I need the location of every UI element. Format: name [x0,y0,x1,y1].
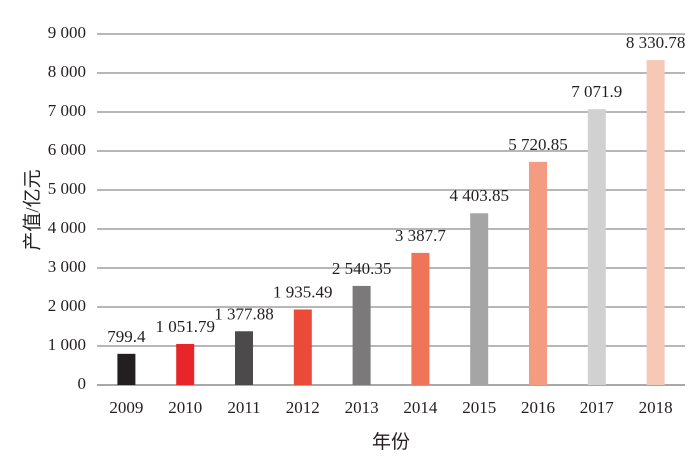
y-axis-tick-labels: 0 1 000 2 000 3 000 4 000 5 000 6 000 7 000 8 00… [48,23,86,393]
bar-2011 [235,331,253,385]
y-tick-label: 8 000 [48,62,86,81]
bar-2017 [587,109,606,386]
data-label-2015: 4 403.85 [449,186,509,205]
y-tick-label: 5 000 [48,179,86,198]
y-tick-label: 2 000 [48,296,86,315]
data-label-2013: 2 540.35 [332,259,392,278]
x-tick-label: 2013 [345,398,379,417]
x-axis-tick-labels: 2009 2010 2011 2012 2013 2014 2015 2016 2017 2018 [109,398,672,417]
data-labels: 799.4 1 051.791 377.88 1 935.49 2 540.353 3… [107,33,685,346]
data-label-2017: 7 071.9 [571,82,622,101]
bar-2018 [646,60,665,385]
x-tick-label: 2016 [521,398,555,417]
bar-2016 [529,161,547,385]
y-tick-label: 0 [78,374,87,393]
gridlines [97,33,685,386]
bar-2014 [411,252,430,385]
x-tick-label: 2010 [168,398,202,417]
y-axis-title: 产值/亿元 [21,169,43,250]
x-tick-label: 2011 [227,398,260,417]
y-tick-label: 6 000 [48,140,86,159]
data-label-2016: 5 720.85 [508,135,568,154]
bar-2010 [176,343,195,385]
y-tick-label: 7 000 [48,101,86,120]
x-tick-label: 2014 [403,398,438,417]
data-label-2011: 1 377.88 [214,304,274,323]
data-label-2012: 1 935.49 [273,283,333,302]
bar-2012 [293,309,312,385]
y-tick-label: 3 000 [48,257,86,276]
data-label-2010: 1 051.79 [155,317,215,336]
data-label-2018: 8 330.78 [626,33,686,52]
x-tick-label: 2017 [580,398,615,417]
y-tick-label: 4 000 [48,218,86,237]
y-tick-label: 9 000 [48,23,86,42]
x-axis-title: 年份 [372,431,410,453]
bars [117,60,665,386]
x-tick-label: 2018 [639,398,673,417]
bar-2015 [470,213,489,385]
y-tick-label: 1 000 [48,335,86,354]
data-label-2014: 3 387.7 [395,226,447,245]
x-tick-label: 2009 [109,398,143,417]
bar-2009 [117,353,136,385]
x-tick-label: 2015 [462,398,496,417]
x-tick-label: 2012 [286,398,320,417]
data-label-2009: 799.4 [107,327,146,346]
bar-2013 [352,285,371,385]
